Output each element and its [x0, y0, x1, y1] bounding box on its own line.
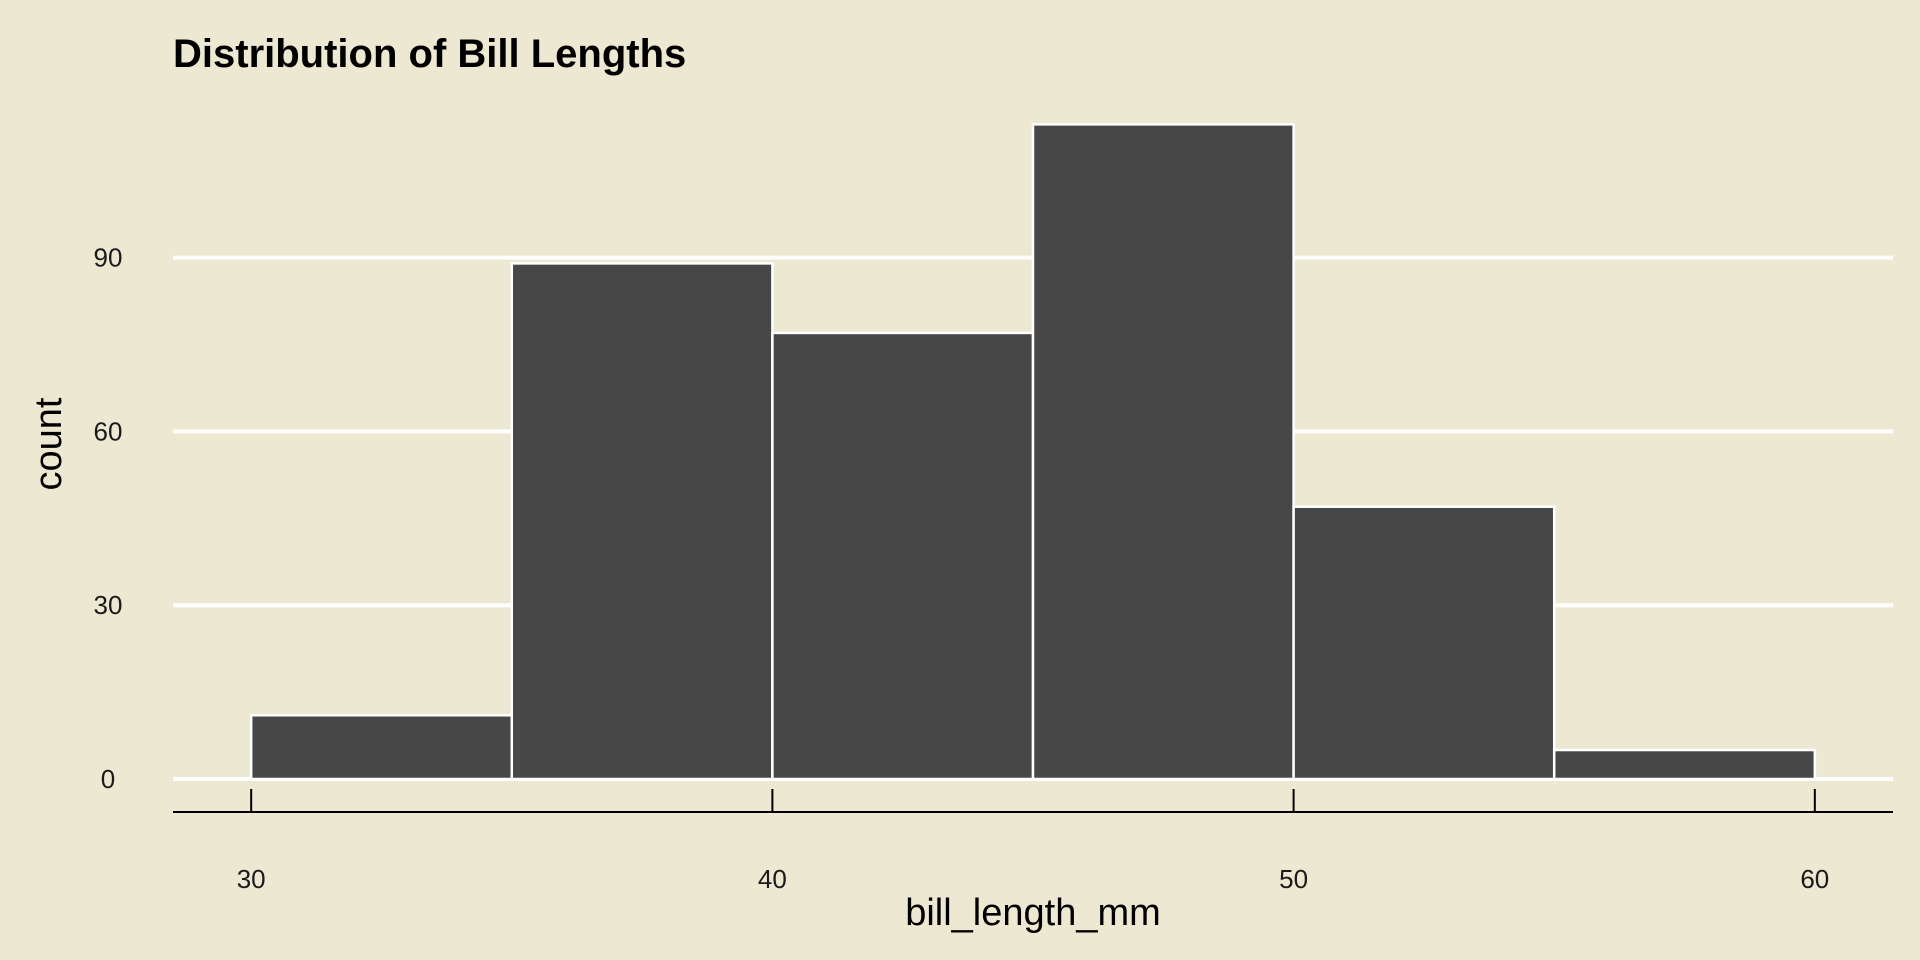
y-tick-label: 0 [101, 764, 115, 794]
histogram-bar-1 [249, 714, 514, 781]
y-tick-label: 90 [94, 243, 123, 273]
histogram-bar-4 [1031, 123, 1295, 781]
x-tick-label: 40 [758, 864, 787, 894]
x-axis-label: bill_length_mm [905, 892, 1161, 934]
x-tick-label: 50 [1279, 864, 1308, 894]
histogram-bar-5 [1292, 505, 1556, 781]
bars [249, 123, 1817, 781]
y-tick-label: 30 [94, 590, 123, 620]
histogram-bar-2 [510, 262, 774, 781]
y-tick-label: 60 [94, 416, 123, 446]
y-axis-label: count [28, 397, 70, 490]
histogram-bar-6 [1552, 748, 1817, 781]
x-tick-label: 30 [237, 864, 266, 894]
x-axis: 30 40 50 60 [173, 789, 1893, 894]
x-tick-label: 60 [1800, 864, 1829, 894]
y-axis-tick-labels: 0 30 60 90 [94, 243, 123, 794]
histogram-bar-3 [771, 331, 1035, 781]
chart-title: Distribution of Bill Lengths [173, 32, 686, 76]
